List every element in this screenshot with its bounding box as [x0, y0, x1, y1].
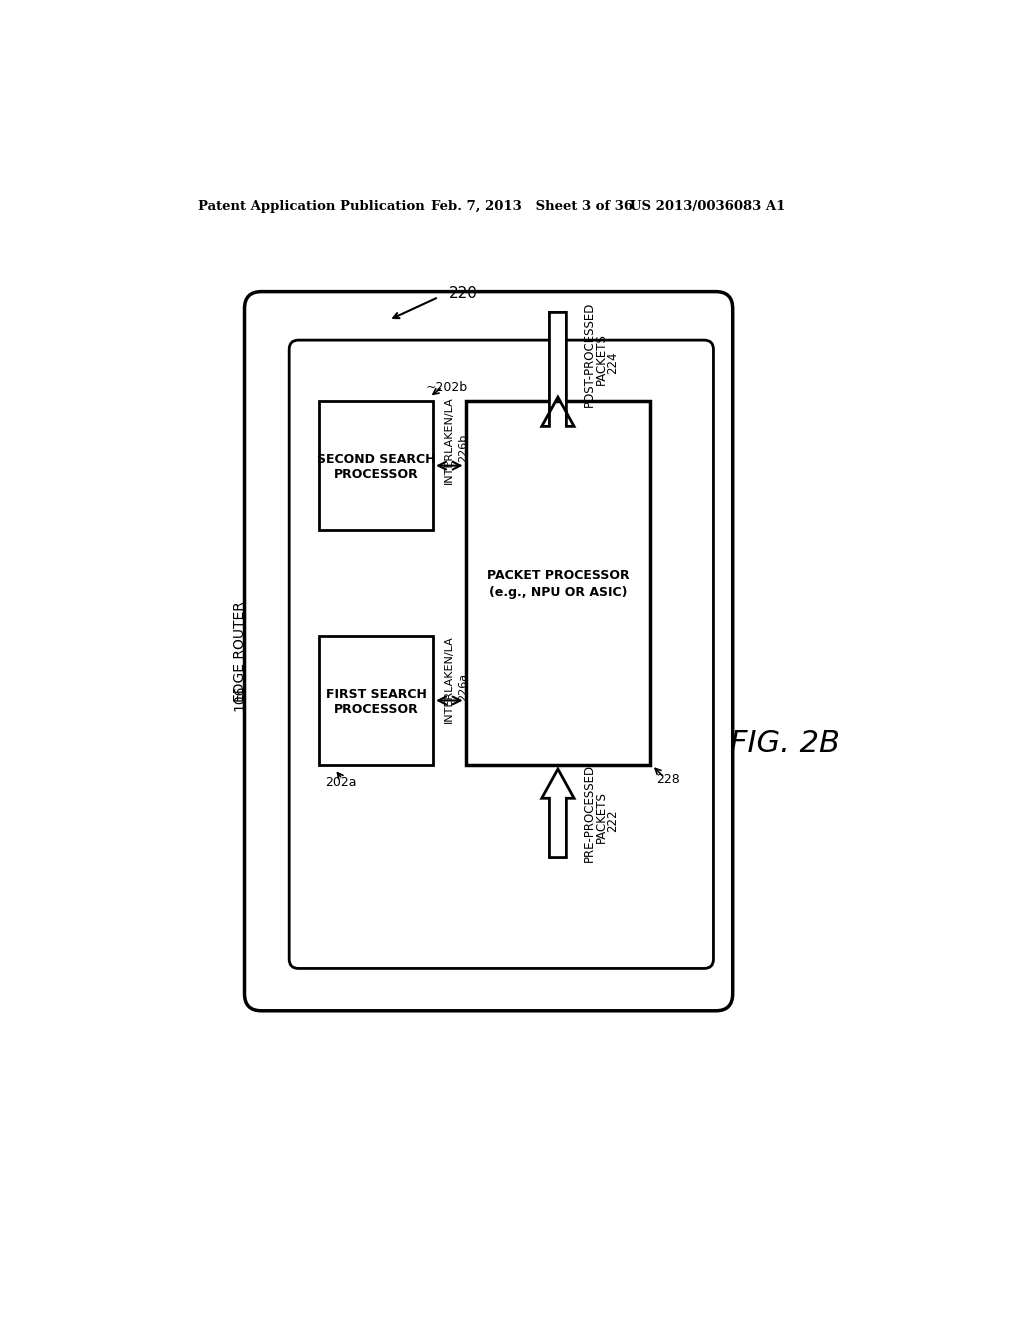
- Polygon shape: [542, 770, 574, 858]
- Text: POST-PROCESSED: POST-PROCESSED: [583, 302, 596, 408]
- Text: PROCESSOR: PROCESSOR: [334, 469, 419, 482]
- Text: 226b: 226b: [458, 434, 468, 462]
- Text: PACKETS: PACKETS: [595, 791, 608, 843]
- Text: Feb. 7, 2013   Sheet 3 of 36: Feb. 7, 2013 Sheet 3 of 36: [431, 199, 633, 213]
- Polygon shape: [542, 313, 574, 426]
- Text: INTERLAKEN/LA: INTERLAKEN/LA: [444, 396, 455, 484]
- Text: Patent Application Publication: Patent Application Publication: [199, 199, 425, 213]
- Text: US 2013/0036083 A1: US 2013/0036083 A1: [630, 199, 784, 213]
- Text: SECOND SEARCH: SECOND SEARCH: [317, 453, 435, 466]
- Text: 224: 224: [605, 351, 618, 374]
- Text: 226a: 226a: [458, 673, 468, 701]
- Text: INTERLAKEN/LA: INTERLAKEN/LA: [444, 635, 455, 723]
- Text: PACKETS: PACKETS: [595, 333, 608, 384]
- FancyBboxPatch shape: [319, 401, 433, 531]
- Text: PROCESSOR: PROCESSOR: [334, 704, 419, 717]
- Text: 222: 222: [605, 809, 618, 832]
- Text: FIRST SEARCH: FIRST SEARCH: [326, 688, 427, 701]
- FancyBboxPatch shape: [245, 292, 733, 1011]
- Text: PACKET PROCESSOR: PACKET PROCESSOR: [486, 569, 629, 582]
- Text: (e.g., NPU OR ASIC): (e.g., NPU OR ASIC): [488, 586, 627, 599]
- Text: 228: 228: [656, 772, 680, 785]
- FancyBboxPatch shape: [319, 636, 433, 766]
- Text: EDGE ROUTER: EDGE ROUTER: [232, 601, 247, 702]
- Text: 106: 106: [232, 684, 247, 710]
- Text: 220: 220: [449, 285, 477, 301]
- FancyBboxPatch shape: [466, 401, 650, 766]
- Text: ~202b: ~202b: [425, 380, 468, 393]
- FancyBboxPatch shape: [289, 341, 714, 969]
- Text: 202a: 202a: [326, 776, 357, 788]
- Text: FIG. 2B: FIG. 2B: [730, 729, 840, 758]
- Text: PRE-PROCESSED: PRE-PROCESSED: [583, 764, 596, 862]
